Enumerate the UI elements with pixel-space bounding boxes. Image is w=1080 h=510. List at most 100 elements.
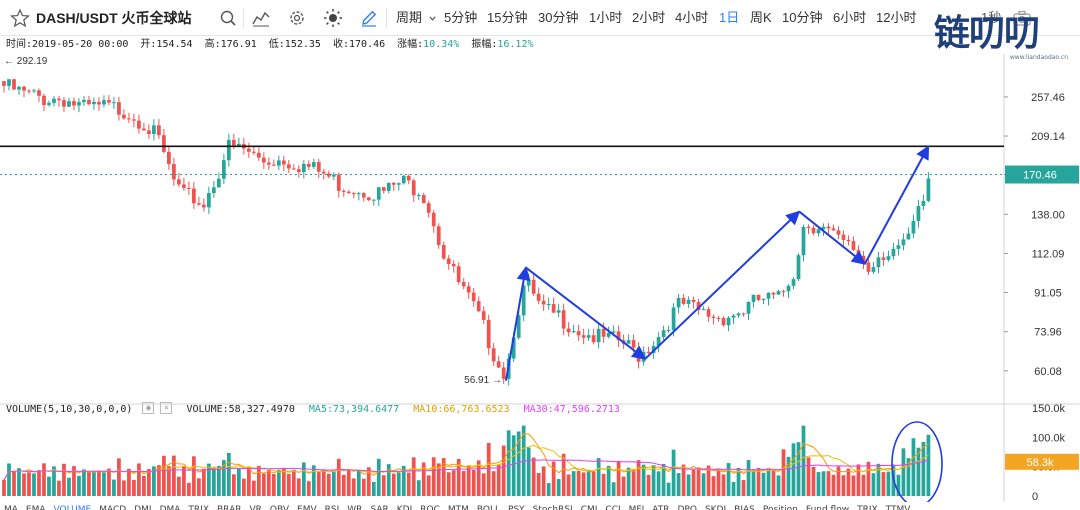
indicator-tab[interactable]: MACD	[99, 505, 127, 510]
candle-body	[22, 86, 26, 91]
volume-tick-label: 150.0k	[1032, 403, 1066, 415]
volume-bar	[2, 479, 6, 496]
candle-body	[436, 226, 441, 245]
high-value: 176.91	[220, 39, 257, 50]
indicator-tab[interactable]: TRIX	[188, 505, 209, 510]
interval-tab[interactable]: 10分钟	[782, 10, 823, 25]
indicator-tab[interactable]: SAR	[370, 505, 389, 510]
volume-bar	[197, 478, 201, 496]
indicator-tab[interactable]: Fund flow	[805, 505, 850, 510]
period-dropdown[interactable]: 周期	[396, 0, 437, 36]
volume-bar	[177, 476, 181, 496]
indicator-tab[interactable]: Position	[762, 505, 798, 510]
candle-body	[336, 174, 341, 191]
indicator-tab[interactable]: VR	[249, 505, 262, 510]
star-icon[interactable]	[10, 8, 30, 28]
interval-tab[interactable]: 1小时	[589, 10, 623, 25]
indicator-tab[interactable]: DMI	[134, 505, 152, 510]
indicator-tab[interactable]: OBV	[269, 505, 290, 510]
candle-body	[62, 100, 66, 107]
search-icon[interactable]	[218, 8, 238, 28]
volume-bar	[167, 466, 171, 496]
volume-bar	[626, 467, 631, 496]
candle-body	[881, 257, 886, 260]
indicator-tab[interactable]: BIAS	[734, 505, 755, 510]
trend-line[interactable]	[525, 266, 647, 360]
interval-tab[interactable]: 2小时	[632, 10, 666, 25]
volume-bar	[97, 470, 101, 496]
volume-bar	[47, 476, 51, 496]
interval-tab[interactable]: 周K	[750, 10, 772, 25]
indicator-tab[interactable]: CMI	[580, 505, 598, 510]
settings-icon[interactable]	[287, 8, 307, 28]
indicators-icon[interactable]	[251, 8, 271, 28]
indicator-tab[interactable]: MA	[4, 505, 18, 510]
interval-tab[interactable]: 1日	[719, 10, 740, 25]
price-chart[interactable]: ← 292.19 56.91 → 257.46 209.14 138.00 112.09…	[0, 54, 1080, 502]
candle-body	[147, 130, 151, 134]
indicator-tab[interactable]: TRIX	[857, 505, 878, 510]
indicator-tab[interactable]: MFI	[628, 505, 645, 510]
candle-body	[376, 187, 381, 200]
indicator-tab[interactable]: EMV	[297, 505, 317, 510]
interval-tab[interactable]: 12小时	[876, 10, 917, 25]
interval-tab[interactable]: 5分钟	[444, 10, 478, 25]
trend-line[interactable]	[798, 210, 866, 265]
symbol-title[interactable]: DASH/USDT 火币全球站	[36, 10, 192, 26]
candle-body	[826, 226, 831, 229]
volume-bar	[241, 478, 246, 496]
interval-tab[interactable]: 6小时	[833, 10, 867, 25]
indicator-tab[interactable]: KDJ	[396, 505, 413, 510]
interval-tab[interactable]: 30分钟	[538, 10, 579, 25]
candle-body	[546, 304, 551, 306]
interval-tab[interactable]: 4小时	[675, 10, 709, 25]
indicator-tab[interactable]: ROC	[420, 505, 440, 510]
candle-body	[866, 262, 871, 272]
volume-bar	[356, 469, 361, 496]
volume-bar	[571, 471, 576, 496]
indicator-tab[interactable]: StochRSI	[532, 505, 573, 510]
indicator-tab[interactable]: DMA	[159, 505, 181, 510]
candle-body	[261, 157, 266, 163]
theme-sun-icon[interactable]	[323, 8, 343, 28]
indicator-tab[interactable]: BRAR	[217, 505, 242, 510]
camera-icon[interactable]	[1012, 8, 1032, 28]
trend-line[interactable]	[504, 266, 531, 381]
volume-last-badge	[1005, 453, 1079, 470]
low-value: 152.35	[284, 39, 321, 50]
candle-body	[92, 101, 96, 105]
volume-bar	[836, 466, 841, 496]
indicator-tab[interactable]: TTMV	[885, 505, 911, 510]
interval-tab[interactable]: 15分钟	[487, 10, 528, 25]
draw-pen-icon[interactable]	[359, 8, 379, 28]
indicator-tab[interactable]: EMA	[25, 505, 46, 510]
close-icon[interactable]: ✕	[160, 402, 173, 414]
volume-bar	[416, 480, 421, 496]
volume-bar	[636, 460, 641, 496]
indicator-tab[interactable]: SKDJ	[704, 505, 727, 510]
highlight-ellipse[interactable]	[891, 421, 943, 502]
eye-icon[interactable]: ◉	[142, 402, 155, 414]
refresh-interval[interactable]: 1秒	[981, 10, 1002, 25]
candle-body	[172, 164, 176, 180]
indicator-tab[interactable]: ATR	[652, 505, 670, 510]
indicator-tab[interactable]: RSI	[324, 505, 340, 510]
candle-body	[52, 98, 56, 103]
candle-body	[791, 279, 796, 286]
watermark-url: www.liandaodao.cn	[1009, 54, 1068, 61]
trend-line[interactable]	[644, 210, 801, 360]
trend-line[interactable]	[863, 145, 930, 265]
indicator-tab[interactable]: VOLUME	[53, 505, 92, 510]
indicator-tab[interactable]: DPO	[677, 505, 697, 510]
candle-body	[441, 244, 446, 259]
volume-tick-label: 100.0k	[1032, 432, 1066, 444]
indicator-tab[interactable]: CCI	[605, 505, 621, 510]
candle-body	[896, 245, 901, 249]
volume-bar	[72, 466, 76, 496]
indicator-tab[interactable]: WR	[347, 505, 363, 510]
indicator-tab[interactable]: MTM	[447, 505, 469, 510]
indicator-tab[interactable]: PSY	[508, 505, 525, 510]
volume-bar	[271, 474, 276, 496]
indicator-tab[interactable]: BOLL	[476, 505, 501, 510]
candle-body	[366, 197, 371, 201]
